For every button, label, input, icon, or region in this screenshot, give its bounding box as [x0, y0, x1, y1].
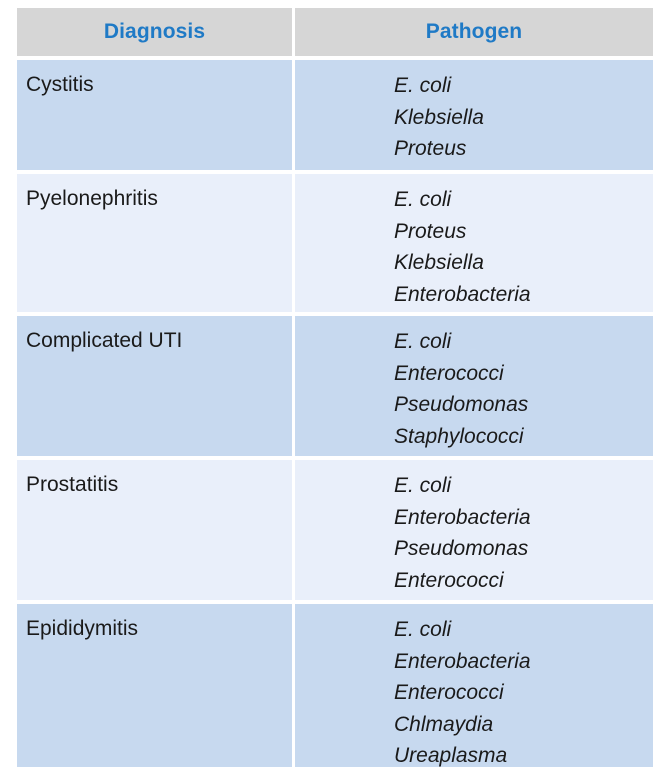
pathogen-item: E. coli: [394, 474, 452, 497]
pathogen-cell: E. coli Klebsiella Proteus: [295, 60, 653, 170]
pathogen-item: Proteus: [394, 137, 467, 160]
row-divider: [17, 312, 653, 316]
header-diagnosis: Diagnosis: [17, 8, 292, 56]
pathogen-item: Enterobacteria: [394, 282, 531, 306]
row-divider: [17, 170, 653, 174]
pathogen-item: Ureaplasma: [394, 744, 508, 767]
pathogen-item: E. coli: [394, 188, 452, 211]
diagnosis-cell: Epididymitis: [17, 604, 292, 767]
column-divider: [292, 60, 295, 170]
pathogen-item: Enterococci: [394, 681, 504, 704]
pathogen-item: Enterococci: [394, 568, 504, 592]
column-divider: [292, 604, 295, 767]
pathogen-item: E. coli: [394, 618, 452, 641]
diagnosis-cell: Cystitis: [17, 60, 292, 170]
column-divider: [292, 8, 295, 56]
row-divider: [17, 56, 653, 60]
diagnosis-pathogen-table: Diagnosis Pathogen Cystitis E. coli Kleb…: [17, 8, 653, 767]
row-divider: [17, 456, 653, 460]
pathogen-item: Pseudomonas: [394, 537, 529, 560]
pathogen-item: Klebsiella: [394, 251, 484, 274]
diagnosis-cell: Complicated UTI: [17, 316, 292, 456]
pathogen-item: Klebsiella: [394, 105, 484, 129]
diagnosis-cell: Pyelonephritis: [17, 174, 292, 312]
pathogen-cell: E. coli Enterococci Pseudomonas Staphylo…: [295, 316, 653, 456]
column-divider: [292, 316, 295, 456]
header-pathogen: Pathogen: [295, 8, 653, 56]
pathogen-item: Enterobacteria: [394, 649, 531, 673]
pathogen-item: Enterococci: [394, 361, 504, 385]
pathogen-item: Pseudomonas: [394, 393, 529, 416]
pathogen-item: E. coli: [394, 330, 452, 353]
pathogen-item: Proteus: [394, 219, 467, 243]
pathogen-item: Chlmaydia: [394, 712, 494, 736]
pathogen-cell: E. coli Proteus Klebsiella Enterobacteri…: [295, 174, 653, 312]
column-divider: [292, 174, 295, 312]
pathogen-cell: E. coli Enterobacteria Pseudomonas Enter…: [295, 460, 653, 600]
pathogen-item: Enterobacteria: [394, 505, 531, 529]
column-divider: [292, 460, 295, 600]
pathogen-item: E. coli: [394, 74, 452, 97]
diagnosis-cell: Prostatitis: [17, 460, 292, 600]
pathogen-item: Staphylococci: [394, 424, 524, 448]
pathogen-cell: E. coli Enterobacteria Enterococci Chlma…: [295, 604, 653, 767]
row-divider: [17, 600, 653, 604]
